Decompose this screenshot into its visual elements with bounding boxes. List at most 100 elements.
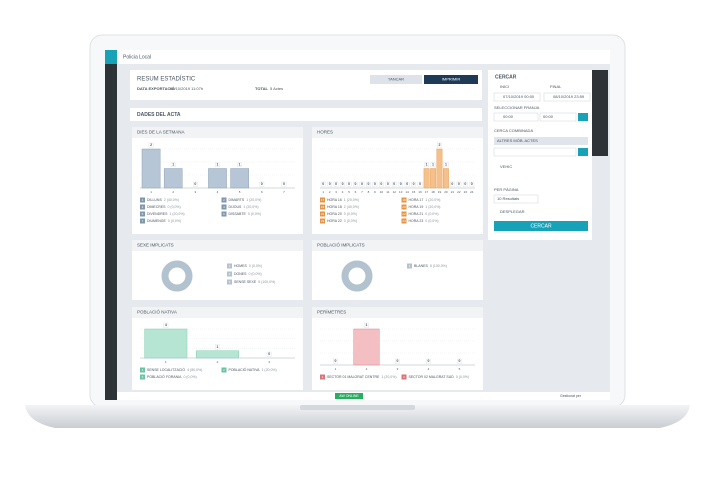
donut-slice: [161, 260, 193, 292]
range-to-input[interactable]: [539, 112, 577, 122]
app-title: Policia Local: [123, 54, 151, 60]
legend-value: 1 (20,0%): [344, 198, 359, 202]
legend-index: 1: [142, 198, 144, 202]
legend-badge: [227, 271, 232, 277]
add-button[interactable]: [578, 148, 588, 156]
value-label: 2: [439, 143, 441, 147]
legend-index: 3: [142, 205, 144, 209]
legend-badge: [320, 197, 325, 203]
x-tick-label: 1: [335, 367, 337, 371]
total-value: 5 Actes: [270, 86, 283, 91]
combined-input[interactable]: [493, 147, 577, 157]
end-input[interactable]: [543, 92, 591, 102]
value-badge: [237, 162, 242, 168]
close-button[interactable]: [370, 75, 422, 84]
range-from-input[interactable]: [493, 112, 539, 122]
panel-title: POBLACIÓ IMPLICATS: [317, 242, 365, 248]
vehicle-label: VEHIC: [500, 164, 512, 169]
x-tick-label: 21: [451, 190, 455, 194]
x-tick-label: 17: [425, 190, 429, 194]
start-input[interactable]: [493, 92, 541, 102]
value-label: 1: [217, 345, 219, 349]
legend-label: HORA 17: [409, 198, 424, 202]
legend-value: 0 (0,0%): [248, 212, 261, 216]
value-badge: [437, 142, 442, 148]
x-tick-label: 5: [239, 190, 241, 194]
legend-index: 4: [223, 205, 225, 209]
combined-select[interactable]: [494, 137, 588, 145]
x-tick-label: 14: [406, 190, 410, 194]
value-badge: [426, 358, 431, 364]
top-bar: [105, 50, 610, 64]
value-label: 0: [194, 182, 196, 186]
bar: [208, 168, 227, 189]
x-tick-label: 2: [172, 190, 174, 194]
bar: [423, 168, 430, 189]
legend-badge: [320, 211, 325, 217]
search-button[interactable]: [494, 221, 588, 231]
value-badge: [395, 358, 400, 364]
bar: [443, 168, 449, 189]
legend-value: 1 (20,0%): [425, 198, 440, 202]
legend-label: DISSABTE: [229, 212, 247, 216]
x-tick-label: 5: [348, 190, 350, 194]
value-badge: [456, 181, 462, 187]
legend-label: DIJOUS: [229, 205, 243, 209]
print-button[interactable]: [424, 75, 478, 84]
legend-value: 4 (80,0%): [187, 368, 202, 372]
legend-value: 2 (40,0%): [164, 198, 179, 202]
legend-badge: [221, 197, 227, 203]
value-label: 1: [239, 163, 241, 167]
x-tick-label: 7: [283, 190, 285, 194]
bar: [196, 350, 239, 359]
legend-value: 1 (20,0%): [381, 375, 396, 379]
x-tick-label: 3: [397, 367, 399, 371]
range-label: SELECCIONAR FRANJA: [494, 105, 540, 110]
legend-value: 0 (0,0%): [344, 219, 357, 223]
legend-label: HORA 18: [327, 205, 342, 209]
value-badge: [170, 162, 176, 168]
value-badge: [430, 162, 436, 168]
panel-title: DIES DE LA SETMANA: [137, 130, 185, 135]
legend-badge: [140, 374, 145, 380]
per-page-select[interactable]: [493, 194, 539, 204]
x-tick-label: 4: [428, 367, 430, 371]
value-badge: [379, 181, 384, 187]
value-badge: [450, 181, 455, 187]
legend-value: 1 (20,0%): [243, 205, 258, 209]
legend-index: 2: [223, 198, 225, 202]
value-label: 2: [150, 143, 152, 147]
value-badge: [469, 181, 475, 187]
value-label: 0: [361, 182, 363, 186]
legend-index: 20: [402, 205, 406, 209]
x-tick-label: 2: [217, 360, 219, 364]
x-tick-label: 10: [380, 190, 384, 194]
x-tick-label: 1: [322, 190, 324, 194]
legend-badge: [140, 367, 145, 373]
legend-index: 17: [321, 198, 325, 202]
x-tick-label: 2: [329, 190, 331, 194]
footer-credit: Gestionat per: [560, 394, 582, 398]
value-label: 0: [451, 182, 453, 186]
per-page-label: PER PÀGINA: [494, 187, 519, 192]
bar: [230, 168, 249, 189]
legend-value: 1 (20,0%): [169, 212, 184, 216]
range-button[interactable]: [578, 113, 588, 121]
report-header: [130, 70, 482, 100]
legend-index: 1: [322, 375, 324, 379]
notch: [300, 405, 415, 410]
x-tick-label: 4: [342, 190, 344, 194]
legend-label: DIUMENGE: [147, 219, 167, 223]
bar: [430, 168, 436, 189]
value-badge: [215, 162, 220, 168]
range-from: 00:00: [503, 114, 514, 119]
x-tick-label: 20: [444, 190, 448, 194]
legend-index: 1: [142, 368, 144, 372]
per-page-value: 10 Resultats: [497, 196, 519, 201]
legend-label: HORA 16: [327, 198, 342, 202]
value-label: 0: [459, 359, 461, 363]
legend-badge: [320, 374, 325, 380]
legend-label: POBLACIÓ NATIVA: [229, 367, 261, 372]
x-tick-label: 13: [399, 190, 403, 194]
menu-button[interactable]: [105, 50, 117, 64]
